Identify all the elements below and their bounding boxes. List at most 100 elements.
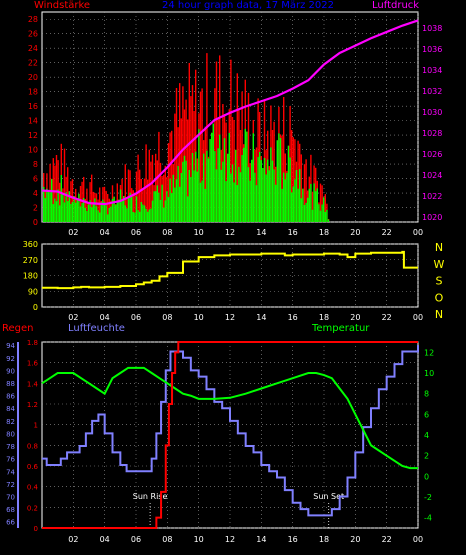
wind-bar: [201, 180, 203, 222]
wind-bar: [91, 207, 93, 222]
x-tick: 22: [382, 535, 392, 544]
gust-bar: [303, 164, 306, 222]
wind-bar: [275, 184, 277, 222]
wind-bar: [219, 134, 221, 222]
y-tick-wind: 0: [33, 218, 38, 227]
x-tick: 16: [288, 535, 298, 544]
wind-bar: [228, 132, 230, 222]
wind-bar: [207, 158, 210, 222]
sun-annotation: Sun Rise: [133, 492, 168, 501]
gust-bar: [163, 174, 165, 222]
x-tick: 02: [68, 313, 78, 322]
gust-bar: [311, 191, 314, 222]
x-tick: 20: [350, 228, 360, 237]
gust-bar: [175, 88, 178, 222]
gust-bar: [70, 181, 72, 222]
y-tick-wind: 24: [28, 44, 38, 53]
gust-bar: [225, 122, 227, 222]
wind-bar: [305, 202, 307, 222]
wind-bar: [238, 166, 240, 222]
wind-bar: [204, 188, 206, 222]
wind-bar: [67, 201, 69, 222]
x-tick: 18: [319, 313, 329, 322]
gust-bar: [300, 154, 302, 222]
y-tick-humidity: 92: [6, 355, 15, 363]
y-tick-rain: 1.8: [27, 339, 38, 347]
gust-bar: [140, 179, 142, 222]
wind-bar: [295, 170, 298, 222]
wind-bar: [142, 204, 144, 222]
wind-bar: [68, 191, 70, 222]
y-tick-wind: 22: [28, 59, 38, 68]
wind-bar: [87, 204, 90, 222]
wind-bar: [308, 188, 310, 222]
wind-bar: [251, 159, 253, 222]
wind-bar: [180, 173, 182, 222]
x-tick: 06: [131, 228, 141, 237]
y-tick-direction: 270: [23, 256, 38, 265]
wind-bar: [73, 196, 75, 222]
compass-label: O: [435, 291, 444, 304]
wind-bar: [75, 202, 77, 222]
x-tick: 04: [100, 228, 110, 237]
wind-bar: [159, 200, 162, 222]
y-tick-rain: 1: [34, 422, 38, 430]
gust-bar: [233, 120, 235, 222]
wind-bar: [135, 196, 138, 222]
gust-bar: [321, 185, 323, 222]
wind-bar: [315, 191, 317, 222]
y-tick-wind: 26: [28, 30, 38, 39]
gust-bar: [127, 169, 130, 222]
y-tick-wind: 2: [33, 204, 38, 213]
wind-bar: [299, 169, 301, 222]
gust-bar: [206, 53, 208, 222]
wind-bar: [254, 172, 256, 222]
wind-bar: [59, 205, 61, 222]
wind-bar: [222, 161, 224, 222]
wind-bar: [249, 180, 251, 222]
wind-bar: [115, 204, 117, 222]
x-tick: 10: [194, 313, 204, 322]
wind-bar: [172, 174, 174, 222]
wind-bar: [76, 199, 78, 222]
wind-bar: [287, 145, 290, 222]
y-tick-rain: 0.8: [27, 442, 38, 450]
wind-bar: [60, 175, 62, 222]
wind-bar: [102, 199, 104, 222]
wind-bar: [119, 189, 122, 222]
gust-bar: [63, 148, 66, 222]
wind-bar: [139, 211, 141, 222]
x-tick: 14: [256, 313, 266, 322]
wind-bar: [129, 192, 131, 222]
gust-bar: [247, 92, 250, 223]
wind-bar: [179, 186, 181, 222]
y-tick-humidity: 94: [6, 342, 15, 350]
wind-bar: [311, 209, 314, 222]
gust-bar: [182, 86, 184, 222]
wind-bar: [116, 202, 118, 222]
wind-bar: [255, 185, 258, 222]
y-tick-humidity: 90: [6, 367, 15, 375]
compass-label: S: [436, 275, 443, 288]
wind-bar: [155, 191, 157, 222]
wind-bar: [63, 202, 66, 222]
gust-bar: [230, 59, 232, 223]
gust-bar: [145, 144, 147, 222]
y-tick-temperature: 8: [424, 390, 429, 399]
gust-bar: [54, 165, 56, 222]
wind-bar: [166, 191, 168, 222]
wind-bar: [126, 208, 128, 222]
wind-bar: [183, 155, 186, 222]
y-tick-humidity: 78: [6, 443, 15, 451]
y-tick-temperature: 6: [424, 410, 429, 419]
wind-bar: [79, 206, 82, 222]
humidity-label: Luftfeuchte: [68, 323, 125, 334]
wind-bar: [95, 206, 98, 222]
wind-bar: [326, 209, 328, 222]
x-tick: 22: [382, 228, 392, 237]
y-tick-direction: 0: [33, 303, 38, 312]
gust-bar: [236, 73, 238, 222]
x-tick: 16: [288, 228, 298, 237]
wind-bar: [92, 204, 94, 222]
gust-bar: [195, 69, 197, 222]
